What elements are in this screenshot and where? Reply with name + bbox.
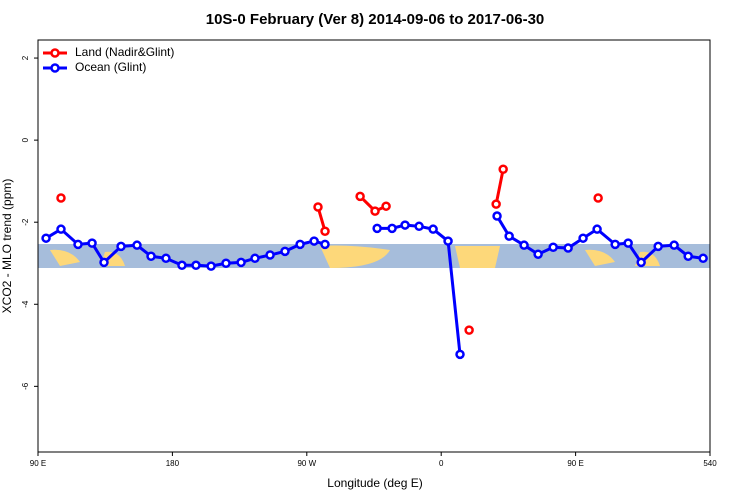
chart-title: 10S-0 February (Ver 8) 2014-09-06 to 201…: [206, 11, 545, 28]
data-point: [320, 239, 330, 250]
data-point: [221, 258, 231, 268]
data-point: [116, 241, 126, 252]
data-point: [698, 253, 708, 264]
x-tick-label: 0: [439, 459, 444, 468]
data-point: [177, 260, 187, 271]
data-point: [578, 233, 588, 243]
data-point: [146, 251, 156, 262]
data-point: [99, 257, 109, 268]
plot-frame: [37, 39, 711, 453]
series-line: [45, 215, 704, 355]
data-point: [610, 239, 620, 250]
data-point: [653, 241, 663, 252]
x-tick-label: 90 W: [297, 459, 316, 468]
data-point: [132, 240, 142, 250]
y-tick-label: 0: [21, 137, 30, 142]
data-point: [56, 224, 66, 234]
data-point: [73, 239, 83, 250]
x-tick-label: 540: [703, 459, 717, 468]
data-point: [320, 226, 330, 236]
data-point: [206, 261, 216, 271]
data-point: [504, 231, 514, 241]
data-point: [592, 224, 602, 234]
data-point: [250, 253, 260, 264]
data-point: [355, 191, 365, 202]
data-point: [265, 250, 275, 260]
data-point: [548, 242, 558, 252]
data-point: [280, 246, 290, 257]
data-point: [533, 249, 543, 259]
data-point: [87, 238, 97, 248]
data-point: [491, 199, 501, 209]
y-axis-label: XCO2 - MLO trend (ppm): [0, 179, 14, 314]
data-point: [161, 253, 171, 264]
data-point: [370, 206, 380, 216]
data-point: [464, 325, 474, 335]
data-point: [563, 243, 573, 253]
data-point: [191, 260, 201, 271]
y-tick-label: -6: [21, 382, 30, 390]
y-tick-label: 2: [21, 55, 30, 60]
x-tick-label: 180: [166, 459, 180, 468]
data-point: [428, 224, 438, 234]
data-point: [381, 201, 391, 211]
data-point: [313, 202, 323, 212]
data-point: [593, 193, 603, 203]
data-point: [498, 164, 508, 175]
data-point: [443, 236, 453, 246]
x-tick-label: 90 E: [567, 459, 583, 468]
data-point: [492, 211, 502, 221]
data-point: [623, 238, 633, 248]
x-tick-label: 90 E: [30, 459, 46, 468]
y-tick-label: -4: [21, 300, 30, 308]
data-point: [400, 220, 410, 230]
data-point: [519, 240, 529, 250]
data-point: [683, 251, 693, 262]
y-tick-label: -2: [21, 218, 30, 226]
data-point: [372, 223, 382, 234]
data-point: [455, 349, 465, 360]
data-point: [636, 257, 646, 268]
data-point: [56, 193, 66, 203]
legend-marker: [50, 63, 60, 73]
data-point: [414, 221, 424, 232]
data-point: [41, 233, 51, 243]
x-axis-label: Longitude (deg E): [327, 476, 422, 490]
legend-label: Land (Nadir&Glint): [75, 45, 174, 59]
data-point: [309, 236, 319, 246]
legend-label: Ocean (Glint): [75, 60, 146, 74]
legend-marker: [50, 48, 60, 58]
data-point: [295, 239, 305, 250]
land-patch: [50, 245, 660, 268]
data-point: [387, 223, 397, 234]
data-point: [669, 240, 679, 250]
data-point: [236, 257, 246, 268]
